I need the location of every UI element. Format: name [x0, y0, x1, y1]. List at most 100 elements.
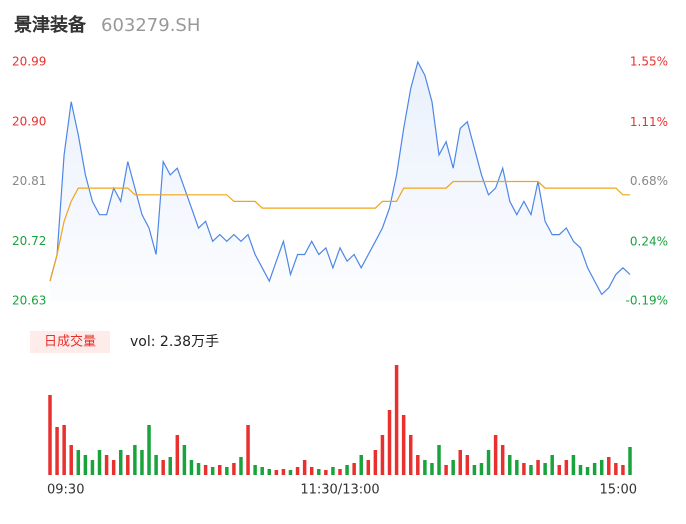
volume-bar — [147, 425, 151, 475]
volume-bar — [578, 465, 583, 475]
y2-tick-label: 0.24% — [630, 234, 668, 248]
volume-bar — [366, 460, 371, 475]
volume-bar — [48, 395, 52, 475]
volume-bar — [430, 463, 434, 475]
volume-bar — [515, 460, 519, 475]
volume-tag-bg — [30, 331, 110, 353]
volume-bar — [380, 435, 385, 475]
price-line — [49, 60, 631, 296]
volume-bar — [500, 445, 505, 475]
volume-bar — [408, 435, 413, 475]
volume-bar — [493, 435, 498, 475]
volume-bar — [168, 457, 172, 475]
volume-bar — [324, 470, 328, 475]
y-tick-label: 20.72 — [12, 234, 46, 248]
volume-bar — [76, 450, 81, 475]
volume-bar — [564, 460, 569, 475]
volume-bar — [274, 470, 279, 475]
volume-bar — [140, 450, 144, 475]
volume-bar — [458, 450, 462, 475]
volume-bar — [585, 467, 590, 475]
volume-bar — [536, 460, 540, 475]
volume-bar — [331, 467, 335, 475]
y-tick-label: 20.81 — [12, 174, 46, 188]
volume-bar — [522, 463, 526, 475]
volume-bar — [451, 460, 455, 475]
volume-bar — [592, 463, 597, 475]
volume-bar — [416, 455, 420, 475]
volume-bar — [465, 455, 470, 475]
price-area — [50, 62, 630, 301]
volume-bar — [437, 445, 441, 475]
volume-bar — [90, 460, 95, 475]
plot: 20.99 20.90 20.81 20.72 20.63 1.55% 1.11% 0.68%… — [12, 55, 668, 498]
volume-bar — [479, 463, 484, 475]
volume-bar — [401, 415, 406, 475]
volume-bar — [607, 457, 611, 475]
volume-bar — [267, 469, 272, 475]
volume-bar — [203, 465, 208, 475]
stock-code: 603279.SH — [101, 15, 200, 36]
volume-bar — [628, 447, 632, 475]
volume-bar — [614, 463, 618, 475]
volume-bar — [529, 465, 533, 475]
stock-name: 景津装备 — [14, 14, 87, 36]
volume-bar — [175, 435, 180, 475]
x-tick-label: 11:30/13:00 — [300, 483, 379, 498]
x-tick-label: 09:30 — [47, 483, 84, 498]
y-tick-label: 20.63 — [12, 294, 46, 308]
volume-bar — [550, 455, 554, 475]
y-tick-label: 20.99 — [12, 55, 46, 69]
y2-tick-label: 0.68% — [630, 174, 668, 188]
volume-bar — [210, 467, 215, 475]
volume-bar — [543, 463, 547, 475]
volume-bar — [472, 465, 477, 475]
volume-bar — [599, 460, 604, 475]
volume-bar — [309, 467, 314, 475]
volume-bar — [154, 455, 158, 475]
average-line — [49, 180, 630, 282]
volume-bar — [69, 445, 73, 475]
y2-tick-label: -0.19% — [626, 294, 668, 308]
volume-bar — [486, 450, 491, 475]
volume-bar — [295, 467, 300, 475]
volume-bar — [239, 457, 243, 475]
volume-bar — [104, 455, 109, 475]
volume-bar — [196, 463, 201, 475]
volume-bar — [302, 460, 307, 475]
volume-bar — [232, 463, 236, 475]
volume-bar — [345, 465, 349, 475]
volume-bar — [189, 460, 194, 475]
volume-bar — [218, 465, 222, 475]
volume-bar — [118, 450, 123, 475]
volume-bar — [111, 460, 116, 475]
volume-bar — [161, 460, 165, 475]
y-tick-label: 20.90 — [12, 114, 46, 128]
volume-bar — [55, 427, 59, 475]
volume-bar — [83, 455, 88, 475]
y2-tick-label: 1.11% — [630, 115, 668, 129]
volume-bar — [246, 425, 250, 475]
volume-bar — [423, 460, 427, 475]
volume-bar — [317, 469, 321, 475]
volume-bar — [557, 465, 562, 475]
volume-bar — [182, 445, 187, 475]
volume-bar — [359, 455, 363, 475]
volume-bar — [288, 470, 293, 475]
volume-bar — [373, 450, 378, 475]
volume-bar — [253, 465, 257, 475]
volume-bar — [260, 467, 264, 475]
volume-bar — [571, 455, 576, 475]
volume-annotation: vol: 2.38万手 — [130, 334, 219, 350]
volume-tag: 日成交量 — [44, 334, 96, 350]
volume-bar — [508, 455, 512, 475]
volume-bar — [281, 469, 286, 475]
volume-bar — [97, 450, 102, 475]
volume-bar — [352, 463, 356, 475]
volume-bar — [387, 410, 392, 475]
volume-bar — [133, 445, 137, 475]
volume-bar — [62, 425, 66, 475]
x-tick-label: 15:00 — [600, 483, 637, 498]
volume-bar — [621, 465, 625, 475]
